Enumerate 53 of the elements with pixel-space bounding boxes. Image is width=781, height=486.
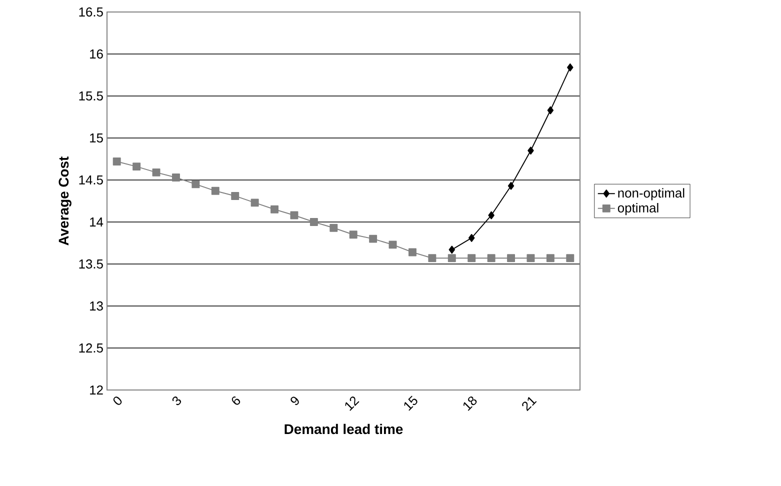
point (270, 205, 279, 214)
point (487, 254, 496, 262)
legend-label: optimal (618, 202, 658, 216)
y-tick-label: 12 (90, 385, 103, 395)
point (488, 211, 494, 220)
x-axis-title: Demand lead time (284, 424, 403, 434)
y-tick-label: 15.5 (79, 91, 103, 101)
point (112, 158, 121, 166)
point (290, 211, 298, 220)
point (250, 198, 259, 207)
point (132, 162, 141, 171)
point (349, 230, 358, 239)
point (448, 246, 456, 254)
point (172, 173, 180, 182)
point (310, 218, 318, 226)
x-tick-label: 9 (290, 396, 299, 406)
y-tick-label: 13 (90, 301, 103, 311)
point (507, 254, 516, 262)
x-tick-label: 0 (113, 396, 122, 405)
legend-label: non-optimal (618, 188, 684, 200)
x-tick-label: 21 (522, 397, 537, 412)
point (508, 182, 514, 190)
x-tick-label: 12 (345, 396, 360, 411)
point (152, 168, 160, 176)
x-tick-label: 3 (172, 396, 182, 406)
y-tick-label: 15 (90, 133, 103, 143)
y-axis-title: Average Cost (58, 156, 72, 246)
point (408, 248, 416, 256)
point (526, 254, 535, 262)
point (369, 234, 378, 243)
point (528, 146, 534, 155)
x-tick-label: 6 (232, 396, 240, 405)
point (448, 254, 456, 262)
point (468, 234, 475, 242)
point (428, 254, 436, 262)
y-tick-label: 14.5 (79, 175, 103, 185)
x-tick-label: 15 (404, 396, 418, 411)
y-tick-label: 14 (90, 218, 104, 226)
point (547, 106, 554, 114)
point (468, 254, 476, 262)
point (192, 180, 200, 188)
y-tick-label: 16 (90, 49, 103, 59)
y-tick-label: 13.5 (79, 259, 103, 269)
point (330, 224, 338, 232)
point (388, 240, 397, 249)
y-tick-label: 16.5 (79, 7, 103, 17)
point (546, 254, 554, 262)
point (211, 186, 220, 195)
point (566, 254, 574, 262)
y-tick-label: 12.5 (79, 343, 103, 353)
point (567, 63, 574, 72)
x-tick-label: 18 (463, 396, 477, 411)
point (231, 192, 240, 200)
